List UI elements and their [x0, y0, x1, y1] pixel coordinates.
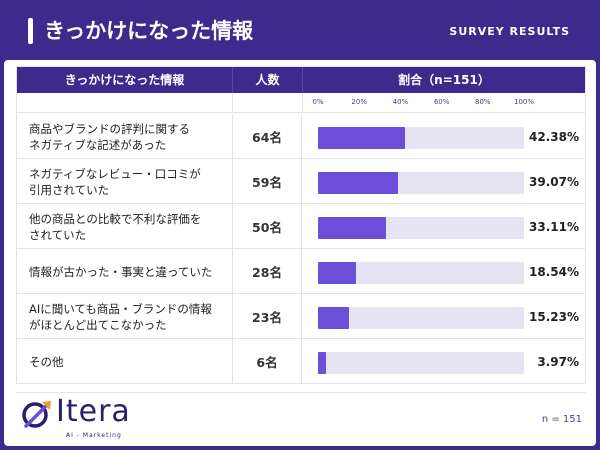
results-table: きっかけになった情報 人数 割合（n=151） 0% 20% 40% 60% 80% 10… — [16, 66, 586, 384]
sample-size-note: n = 151 — [541, 414, 582, 425]
bar — [318, 262, 357, 284]
count-value: 23名 — [232, 294, 302, 339]
table-row: AIに聞いても商品・ブランドの情報 がほとんど出てこなかった 23名 15.23% — [17, 294, 585, 339]
column-header-ratio: 割合（n=151） — [302, 67, 585, 93]
logo-subtitle: AI - Marketing — [66, 432, 122, 439]
category-label: 情報が古かった・事実と違っていた — [29, 264, 213, 279]
table-row: ネガティブなレビュー・口コミが 引用されていた 59名 39.07% — [17, 159, 585, 204]
table-header: きっかけになった情報 人数 割合（n=151） — [17, 67, 585, 93]
percent-label: 3.97% — [537, 354, 579, 369]
percent-label: 15.23% — [529, 309, 579, 324]
percent-label: 39.07% — [529, 174, 579, 189]
count-value: 59名 — [232, 159, 302, 204]
table-row: その他 6名 3.97% — [17, 339, 585, 384]
percent-label: 33.11% — [529, 219, 579, 234]
column-header-label: きっかけになった情報 — [64, 73, 185, 87]
bar-track — [318, 352, 524, 374]
results-card: きっかけになった情報 人数 割合（n=151） 0% 20% 40% 60% 80% 10… — [4, 60, 596, 446]
bar — [318, 172, 399, 194]
count-value: 50名 — [232, 204, 302, 249]
bar-track — [318, 262, 524, 284]
axis-tick-label: 60% — [433, 98, 450, 106]
bar — [318, 217, 387, 239]
column-header-count: 人数 — [232, 67, 302, 93]
header: きっかけになった情報 SURVEY RESULTS — [0, 0, 600, 60]
table-row: 情報が古かった・事実と違っていた 28名 18.54% — [17, 249, 585, 294]
footer-divider — [16, 392, 586, 393]
title-accent-bar — [28, 18, 33, 44]
page-title: きっかけになった情報 — [44, 19, 254, 43]
axis-scale-row: 0% 20% 40% 60% 80% 100% — [17, 93, 585, 113]
count-value: 64名 — [232, 114, 302, 159]
category-label: その他 — [29, 354, 64, 369]
logo-text: Itera — [56, 394, 131, 429]
category-label: ネガティブなレビュー・口コミが 引用されていた — [29, 166, 201, 197]
bar-track — [318, 127, 524, 149]
axis-tick-label: 80% — [475, 98, 491, 106]
axis-tick-label: 0% — [312, 98, 324, 106]
bar — [318, 307, 350, 329]
axis-tick-label: 100% — [513, 98, 535, 106]
table-row: 他の商品との比較で不利な評価を されていた 50名 33.11% — [17, 204, 585, 249]
table-row: 商品やブランドの評判に関する ネガティブな記述があった 64名 42.38% — [17, 114, 585, 159]
logo-mark-icon — [22, 401, 51, 428]
axis-tick-label: 40% — [392, 98, 409, 106]
category-label: AIに聞いても商品・ブランドの情報 がほとんど出てこなかった — [29, 301, 212, 332]
category-label: 商品やブランドの評判に関する ネガティブな記述があった — [29, 121, 190, 152]
bar-track — [318, 172, 524, 194]
count-value: 6名 — [232, 339, 302, 384]
axis-tick-label: 20% — [351, 98, 367, 106]
bar-track — [318, 217, 524, 239]
bar-track — [318, 307, 524, 329]
category-label: 他の商品との比較で不利な評価を されていた — [29, 211, 202, 242]
bar — [318, 127, 406, 149]
percent-label: 42.38% — [529, 129, 579, 144]
bar — [318, 352, 327, 374]
survey-results-badge: SURVEY RESULTS — [449, 25, 570, 38]
percent-label: 18.54% — [529, 264, 579, 279]
count-value: 28名 — [232, 249, 302, 294]
